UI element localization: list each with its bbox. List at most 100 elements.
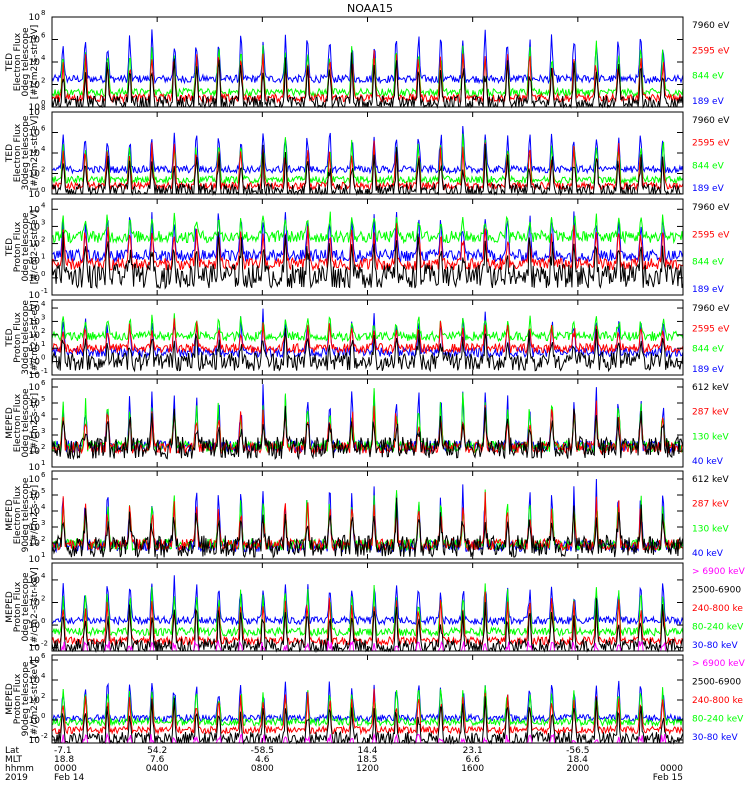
legend-entry: 130 keV bbox=[692, 524, 729, 534]
legend-entry: 240-800 ke bbox=[692, 696, 743, 706]
y-tick-label: 10 bbox=[29, 507, 41, 517]
y-axis-label-line: Electron Flux bbox=[13, 485, 23, 544]
series-line-black bbox=[51, 497, 684, 559]
legend-entry: 2500-6900 bbox=[692, 678, 741, 688]
y-tick-exponent: 6 bbox=[41, 32, 46, 40]
series-line-green bbox=[51, 685, 684, 728]
legend-entry: 612 keV bbox=[692, 383, 729, 393]
footer-row-label: Lat bbox=[5, 746, 20, 756]
series-line-green bbox=[51, 211, 684, 245]
y-tick-exponent: 1 bbox=[41, 459, 45, 467]
y-tick-label: 10 bbox=[29, 621, 41, 631]
y-tick-label: 10 bbox=[29, 240, 41, 250]
legend-entry: 7960 eV bbox=[692, 21, 730, 31]
y-tick-exponent: 3 bbox=[41, 218, 45, 226]
y-tick-label: 10 bbox=[29, 491, 41, 501]
y-axis-label-line: 0deg telescope bbox=[21, 212, 31, 282]
y-axis-label-line: TED bbox=[5, 53, 15, 72]
y-axis-label-line: MEPED bbox=[5, 591, 15, 623]
y-tick-exponent: 2 bbox=[41, 236, 45, 244]
series-line-blue bbox=[51, 575, 684, 627]
y-tick-label: 10 bbox=[29, 447, 41, 457]
y-axis-label-line: TED bbox=[5, 238, 15, 257]
y-tick-label: 10 bbox=[29, 108, 41, 118]
legend-entry: 287 keV bbox=[692, 408, 729, 418]
legend-entry: 40 keV bbox=[692, 457, 724, 467]
y-tick-exponent: 0 bbox=[41, 270, 45, 278]
y-axis-label-line: [#/cm2-s-str] bbox=[30, 485, 40, 545]
y-axis-label-line: [#/cm2-s-str] bbox=[30, 393, 40, 453]
y-tick-exponent: 1 bbox=[41, 551, 45, 559]
legend-entry: 30-80 keV bbox=[692, 641, 738, 651]
legend-entry: 844 eV bbox=[692, 161, 725, 171]
legend-entry: 7960 eV bbox=[692, 116, 730, 126]
legend-entry: > 6900 keV bbox=[692, 567, 746, 577]
y-axis-label-line: MEPED bbox=[5, 683, 15, 715]
footer-row-label: hhmm bbox=[5, 764, 34, 774]
series-line-green bbox=[51, 133, 684, 186]
y-tick-exponent: 6 bbox=[41, 379, 46, 387]
y-axis-label-line: Proton Flux bbox=[13, 312, 23, 363]
y-tick-label: 10 bbox=[29, 676, 41, 686]
y-tick-label: 10 bbox=[29, 475, 41, 485]
y-tick-exponent: 0 bbox=[41, 712, 45, 720]
y-tick-exponent: 6 bbox=[41, 471, 46, 479]
footer-value: 18.4 bbox=[568, 755, 588, 765]
y-axis-label-line: 0deg telescope bbox=[21, 388, 31, 458]
series-line-blue bbox=[51, 29, 684, 85]
y-axis-label-line: MEPED bbox=[5, 499, 15, 531]
footer-value: Feb 15 bbox=[653, 773, 683, 783]
y-tick-label: 10 bbox=[29, 344, 41, 354]
series-line-black bbox=[51, 231, 684, 290]
legend-entry: 287 keV bbox=[692, 500, 729, 510]
y-tick-label: 10 bbox=[29, 149, 41, 159]
y-tick-label: 10 bbox=[29, 644, 41, 654]
series-line-blue bbox=[51, 125, 684, 175]
footer-value: 54.2 bbox=[147, 746, 167, 756]
y-tick-exponent: -1 bbox=[41, 367, 48, 375]
y-tick-label: 10 bbox=[29, 129, 41, 139]
y-axis-label-line: Electron Flux bbox=[13, 32, 23, 91]
y-tick-exponent: -2 bbox=[41, 640, 48, 648]
y-tick-label: 10 bbox=[29, 190, 41, 200]
legend-entry: 80-240 keV bbox=[692, 715, 744, 725]
y-axis-label-line: 90deg telescope bbox=[21, 661, 31, 736]
y-tick-exponent: 2 bbox=[41, 692, 45, 700]
series-line-red bbox=[51, 318, 684, 355]
legend-entry: 189 eV bbox=[692, 97, 725, 107]
legend-entry: 189 eV bbox=[692, 184, 725, 194]
footer-value: 6.6 bbox=[466, 755, 481, 765]
footer-value: Feb 14 bbox=[54, 773, 85, 783]
y-tick-label: 10 bbox=[29, 257, 41, 267]
series-line-green bbox=[51, 583, 684, 638]
y-axis-label-line: Proton Flux bbox=[13, 221, 23, 272]
legend-entry: 80-240 keV bbox=[692, 623, 744, 633]
y-tick-exponent: 2 bbox=[41, 535, 45, 543]
y-tick-label: 10 bbox=[29, 170, 41, 180]
footer-value: 23.1 bbox=[463, 746, 483, 756]
y-tick-label: 10 bbox=[29, 415, 41, 425]
y-tick-exponent: 0 bbox=[41, 99, 45, 107]
series-line-blue bbox=[51, 680, 684, 724]
series-line-red bbox=[51, 591, 684, 647]
y-tick-exponent: 4 bbox=[41, 54, 46, 62]
legend-entry: 2595 eV bbox=[692, 46, 730, 56]
y-tick-exponent: 4 bbox=[41, 672, 46, 680]
legend-entry: 189 eV bbox=[692, 365, 725, 375]
footer-value: 18.5 bbox=[357, 755, 377, 765]
y-tick-exponent: 3 bbox=[41, 427, 45, 435]
y-tick-exponent: 0 bbox=[41, 186, 45, 194]
y-tick-label: 10 bbox=[29, 36, 41, 46]
y-tick-label: 10 bbox=[29, 656, 41, 666]
chart-title: NOAA15 bbox=[347, 2, 393, 15]
y-tick-label: 10 bbox=[29, 317, 41, 327]
y-tick-exponent: 0 bbox=[41, 617, 45, 625]
y-tick-exponent: 4 bbox=[41, 201, 46, 209]
legend-entry: 2500-6900 bbox=[692, 586, 741, 596]
y-tick-label: 10 bbox=[29, 103, 41, 113]
legend-entry: 240-800 ke bbox=[692, 604, 743, 614]
